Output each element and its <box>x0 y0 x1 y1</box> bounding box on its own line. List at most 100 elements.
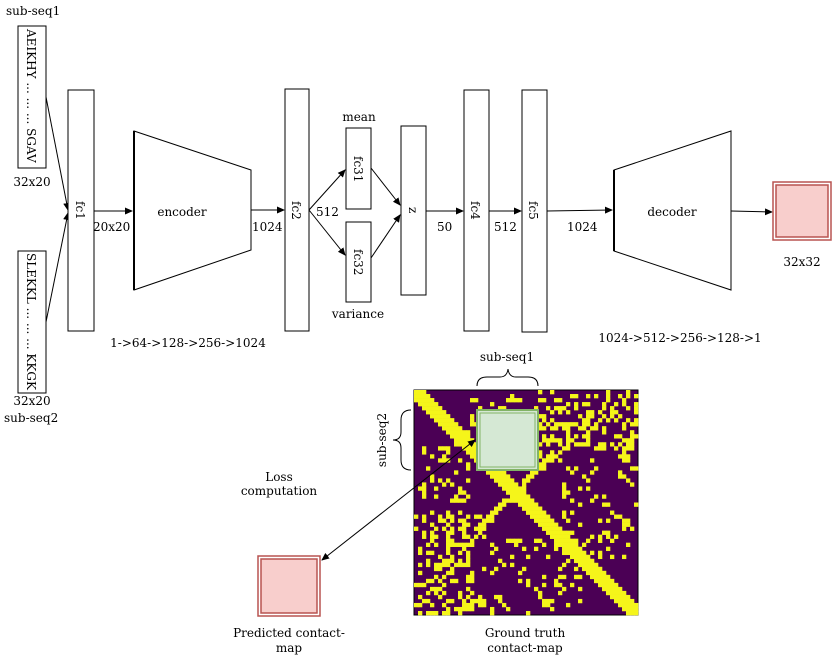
fc32-label: fc32 <box>351 249 365 275</box>
contact-cell <box>602 582 607 588</box>
contact-cell <box>522 506 527 511</box>
contact-cell <box>422 490 427 495</box>
contact-cell <box>422 394 427 399</box>
contact-cell <box>414 398 419 403</box>
contact-cell <box>570 530 575 535</box>
contact-cell <box>542 542 547 547</box>
contact-cell <box>510 498 515 503</box>
contact-cell <box>506 474 511 479</box>
contact-cell <box>446 510 451 515</box>
arrow-subseq1-fc1 <box>45 96 71 211</box>
contact-cell <box>590 458 595 463</box>
contact-cell <box>462 434 467 439</box>
contact-cell <box>478 514 483 519</box>
encoder-channels: 1->64->128->256->1024 <box>110 336 266 350</box>
contact-cell <box>546 406 551 411</box>
contact-cell <box>634 394 639 399</box>
contact-cell <box>614 418 619 423</box>
contact-cell <box>422 446 427 451</box>
contact-cell <box>526 498 531 503</box>
contact-cell <box>490 610 495 616</box>
contact-cell <box>422 398 427 403</box>
contact-cell <box>506 490 511 495</box>
contact-cell <box>482 518 487 523</box>
contact-cell <box>442 446 447 451</box>
contact-cell <box>454 578 459 584</box>
contact-cell <box>566 602 571 608</box>
contact-cell <box>554 406 559 411</box>
contact-cell <box>610 442 615 447</box>
contact-cell <box>594 426 599 431</box>
contact-cell <box>502 502 507 507</box>
contact-cell <box>458 518 463 523</box>
contact-cell <box>530 510 535 515</box>
contact-cell <box>442 590 447 596</box>
contact-cell <box>622 438 627 443</box>
contact-cell <box>442 610 447 616</box>
contact-cell <box>558 534 563 539</box>
contact-cell <box>586 538 591 543</box>
contact-cell <box>418 394 423 399</box>
contact-cell <box>442 454 447 459</box>
contact-cell <box>506 482 511 487</box>
contact-cell <box>530 506 535 511</box>
contact-cell <box>538 426 543 431</box>
contact-cell <box>634 418 639 423</box>
contact-cell <box>550 530 555 535</box>
contact-cell <box>466 578 471 584</box>
contact-cell <box>606 534 611 539</box>
contact-cell <box>630 606 635 612</box>
contact-cell <box>514 538 519 543</box>
contact-cell <box>510 562 515 568</box>
contact-cell <box>462 438 467 443</box>
contact-cell <box>614 590 619 596</box>
contact-cell <box>502 486 507 491</box>
contact-cell <box>458 434 463 439</box>
contact-cell <box>590 470 595 475</box>
contact-cell <box>634 502 639 507</box>
contact-cell <box>526 474 531 479</box>
contact-cell <box>598 446 603 451</box>
contact-cell <box>538 398 543 403</box>
contact-cell <box>578 554 583 560</box>
contact-cell <box>422 514 427 519</box>
contact-cell <box>546 422 551 427</box>
contact-cell <box>446 542 451 547</box>
contact-cell <box>430 454 435 459</box>
contact-cell <box>530 498 535 503</box>
contact-cell <box>570 470 575 475</box>
contact-cell <box>454 606 459 612</box>
contact-cell <box>554 534 559 539</box>
contact-cell <box>634 422 639 427</box>
contact-cell <box>614 514 619 519</box>
contact-cell <box>550 458 555 463</box>
contact-cell <box>422 494 427 499</box>
contact-cell <box>610 406 615 411</box>
contact-cell <box>510 398 515 403</box>
contact-cell <box>610 414 615 419</box>
contact-cell <box>470 414 475 419</box>
contact-cell <box>490 542 495 547</box>
contact-cell <box>422 482 427 487</box>
contact-cell <box>518 486 523 491</box>
contact-cell <box>430 414 435 419</box>
subseq1-title: sub-seq1 <box>6 4 60 18</box>
contact-cell <box>586 394 591 399</box>
contact-cell <box>442 418 447 423</box>
contact-cell <box>422 582 427 588</box>
contact-cell <box>446 422 451 427</box>
contact-cell <box>462 442 467 447</box>
contact-cell <box>586 562 591 568</box>
contact-cell <box>466 438 471 443</box>
subseq1-shape: 32x20 <box>13 175 50 189</box>
contact-cell <box>466 462 471 467</box>
contact-cell <box>622 402 627 407</box>
contact-cell <box>466 534 471 539</box>
contact-cell <box>562 494 567 499</box>
contact-cell <box>462 542 467 547</box>
contact-cell <box>430 550 435 556</box>
contact-cell <box>446 606 451 612</box>
contact-cell <box>502 562 507 568</box>
contact-cell <box>458 562 463 568</box>
contact-cell <box>534 406 539 411</box>
